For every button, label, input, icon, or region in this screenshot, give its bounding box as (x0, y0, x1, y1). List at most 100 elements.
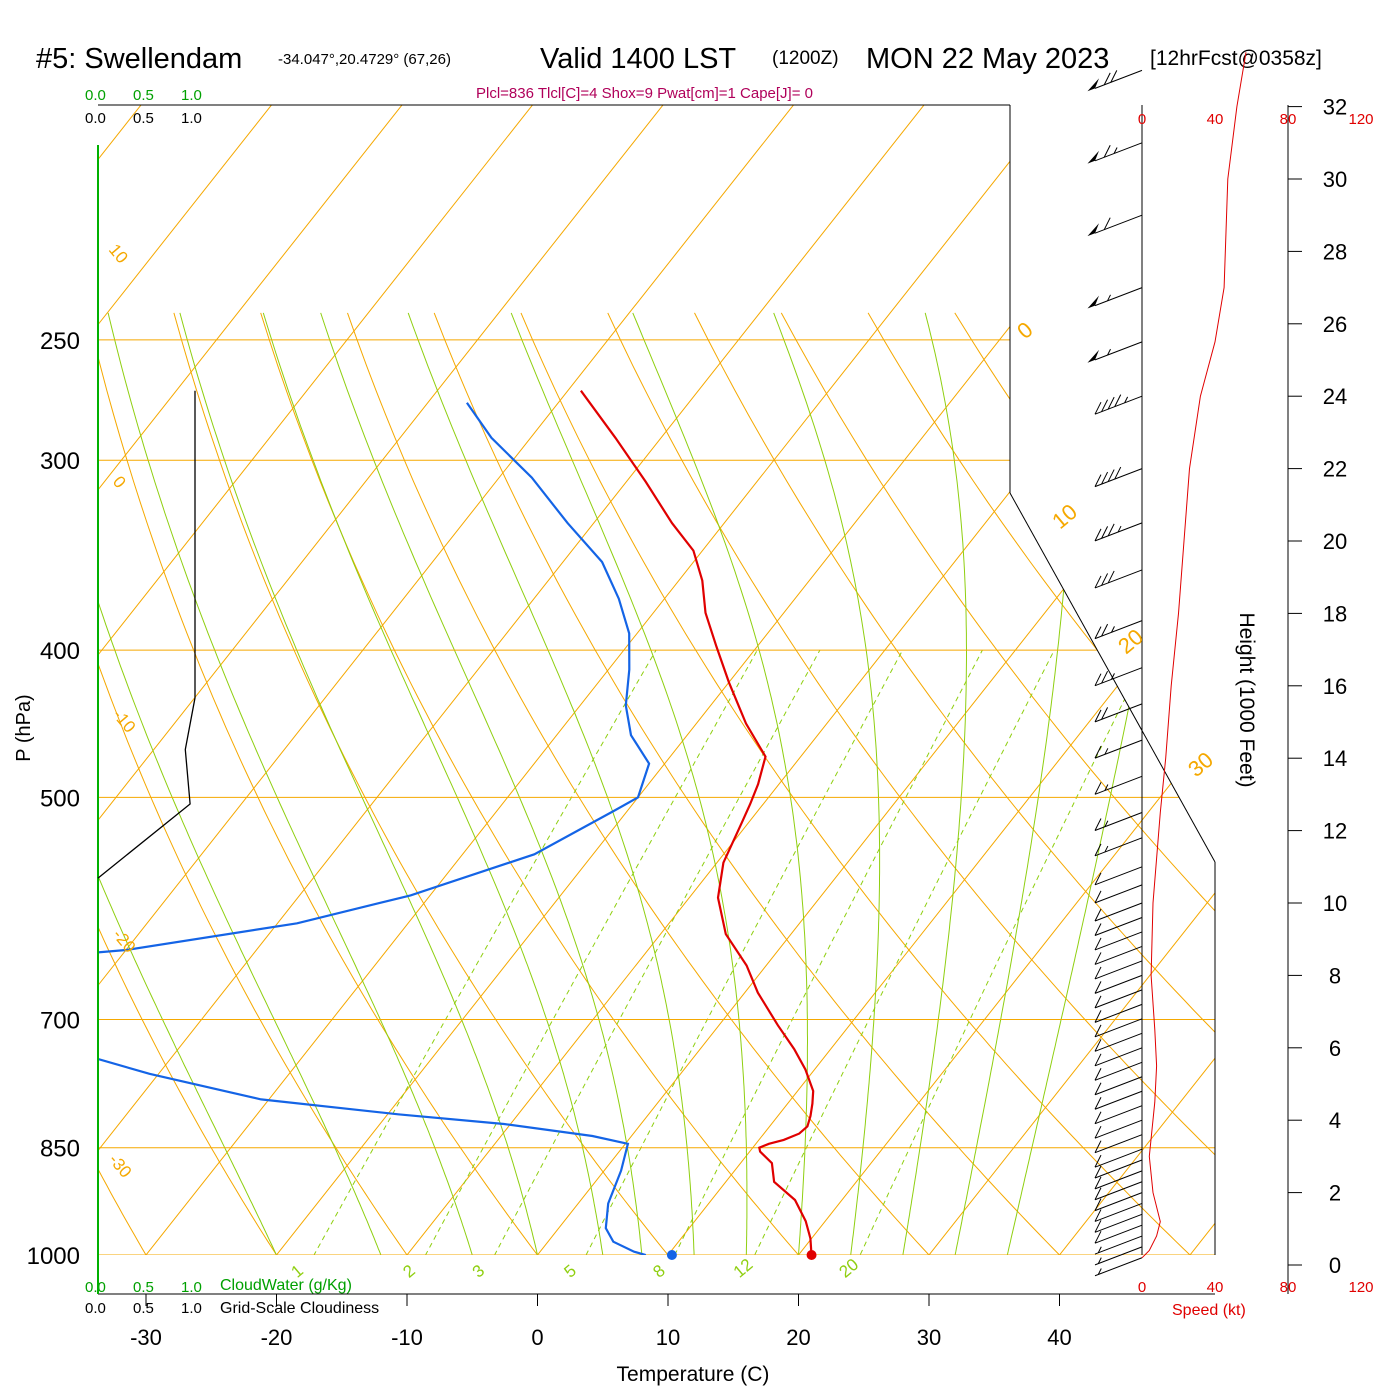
moist-adiabat (179, 312, 538, 1255)
isotherm (506, 105, 1215, 1255)
dry-adiabat (98, 312, 303, 1255)
x-axis-title: Temperature (C) (617, 1363, 770, 1386)
pressure-tick-label: 500 (40, 785, 80, 812)
wind-barb (1094, 522, 1143, 542)
isotherm-label: 0 (1012, 317, 1037, 344)
profile-lines (98, 390, 815, 1255)
dry-adiabat (347, 312, 966, 1255)
isotherm (636, 105, 1215, 1255)
moist-adiabat (902, 312, 967, 1255)
wind-barb (1094, 620, 1143, 640)
station-title: #5: Swellendam (36, 43, 242, 75)
wind-barb (1094, 1134, 1143, 1154)
wind-barb (1094, 974, 1143, 994)
mixing-ratio-labels: 1 2 3 5 8 12 20 (288, 1255, 863, 1282)
isotherm-lines (0, 80, 1215, 1294)
y-axis-title: P (hPa) (13, 694, 35, 761)
x-tick-label: 10 (656, 1325, 680, 1350)
pressure-tick-label: 1000 (27, 1243, 80, 1270)
speed-tick-bottom: 120 (1348, 1279, 1373, 1296)
wind-speed-line (1141, 52, 1247, 1259)
cloud-scale-green-2: 1.0 (181, 87, 202, 104)
wind-barb (1094, 1032, 1143, 1052)
speed-tick-bottom: 80 (1280, 1279, 1297, 1296)
dry-adiabat (1302, 313, 1400, 1294)
valid-time: Valid 1400 LST (540, 43, 736, 75)
wind-barb (1094, 1202, 1143, 1222)
isotherm-label: 10 (105, 240, 132, 267)
wind-barb (1094, 703, 1143, 723)
speed-axis: 0 40 80 1200 40 80 120 (1138, 111, 1374, 1296)
isotherm (98, 105, 553, 1255)
cloud-scale-top: 0.0 0.5 1.0 0.0 0.5 1.0 (85, 87, 202, 127)
wind-barb (1094, 945, 1143, 965)
isotherm-label: 30 (1183, 747, 1218, 782)
wind-barb (1087, 287, 1143, 309)
isotherm (98, 105, 814, 1255)
height-axis-title: Height (1000 Feet) (1235, 612, 1258, 787)
cloudwater-label: CloudWater (g/Kg) (220, 1277, 352, 1294)
wind-barb (1094, 1119, 1143, 1139)
pressure-tick-label: 250 (40, 328, 80, 355)
wind-barb (1087, 214, 1143, 237)
dry-adiabat (520, 312, 1215, 1255)
isotherm (1028, 105, 1215, 1255)
height-tick-label: 14 (1323, 746, 1347, 771)
speed-tick-top: 0 (1138, 111, 1146, 128)
moist-adiabat (773, 312, 881, 1255)
pressure-tick-label: 700 (40, 1008, 80, 1035)
height-tick-label: 6 (1329, 1036, 1341, 1061)
x-tick-label: 40 (1047, 1325, 1071, 1350)
mixing-ratio-line (407, 649, 758, 1255)
cloud-scale-bottom-green-2: 1.0 (181, 1279, 202, 1296)
chart-plot-area (0, 80, 1400, 1294)
wind-barb (1094, 1061, 1143, 1081)
wind-barb (1094, 960, 1143, 980)
cloud-scale-bottom-black-1: 0.5 (133, 1300, 154, 1317)
height-tick-label: 28 (1323, 239, 1347, 264)
wind-barb (1094, 1018, 1143, 1038)
wind-barb (1094, 1213, 1143, 1233)
mixing-ratio-label: 12 (730, 1255, 757, 1282)
height-tick-label: 24 (1323, 384, 1347, 409)
wind-barb (1094, 1076, 1143, 1096)
wind-barb (1087, 142, 1143, 164)
wind-barb (1094, 1003, 1143, 1023)
wind-barb (1094, 667, 1143, 687)
wind-barb (1094, 989, 1143, 1009)
wind-barb (1094, 866, 1143, 886)
wind-barb (1094, 739, 1143, 759)
pressure-tick-label: 300 (40, 448, 80, 475)
forecast-info: [12hrFcst@0358z] (1150, 47, 1322, 70)
height-tick-label: 26 (1323, 312, 1347, 337)
moist-adiabat (98, 312, 277, 1255)
cloud-scale-green-1: 0.5 (133, 87, 154, 104)
stability-indices: Plcl=836 Tlcl[C]=4 Shox=9 Pwat[cm]=1 Cap… (476, 85, 813, 102)
dry-adiabat (173, 312, 701, 1255)
mixing-ratio-line (569, 649, 904, 1255)
cloud-scale-black-0: 0.0 (85, 110, 106, 127)
cloud-scale-bottom-green-0: 0.0 (85, 1279, 106, 1296)
surface-temperature-dot (806, 1250, 817, 1260)
surface-markers (666, 1250, 817, 1260)
mixing-ratio-label: 2 (399, 1261, 418, 1282)
dry-adiabat (780, 312, 1215, 1255)
mixing-ratio-lines (295, 649, 1150, 1255)
wind-barb (1094, 394, 1143, 415)
x-tick-label: -20 (261, 1325, 293, 1350)
cloud-scale-bottom-black-0: 0.0 (85, 1300, 106, 1317)
dry-adiabat (98, 312, 435, 1255)
height-tick-label: 30 (1323, 167, 1347, 192)
isotherm (98, 105, 292, 1255)
wind-barb (1094, 1047, 1143, 1067)
x-axis: -30 -20 -10 0 10 20 30 40 (130, 1294, 1072, 1350)
speed-tick-top: 120 (1348, 111, 1373, 128)
x-tick-label: -30 (130, 1325, 162, 1350)
mixing-ratio-label: 8 (649, 1261, 668, 1282)
dry-adiabat (98, 312, 568, 1255)
isotherm (0, 80, 30, 1294)
wind-barb (1094, 1170, 1143, 1190)
speed-tick-top: 40 (1207, 111, 1224, 128)
cloudiness-trace (97, 390, 196, 879)
isotherm (375, 105, 1215, 1255)
